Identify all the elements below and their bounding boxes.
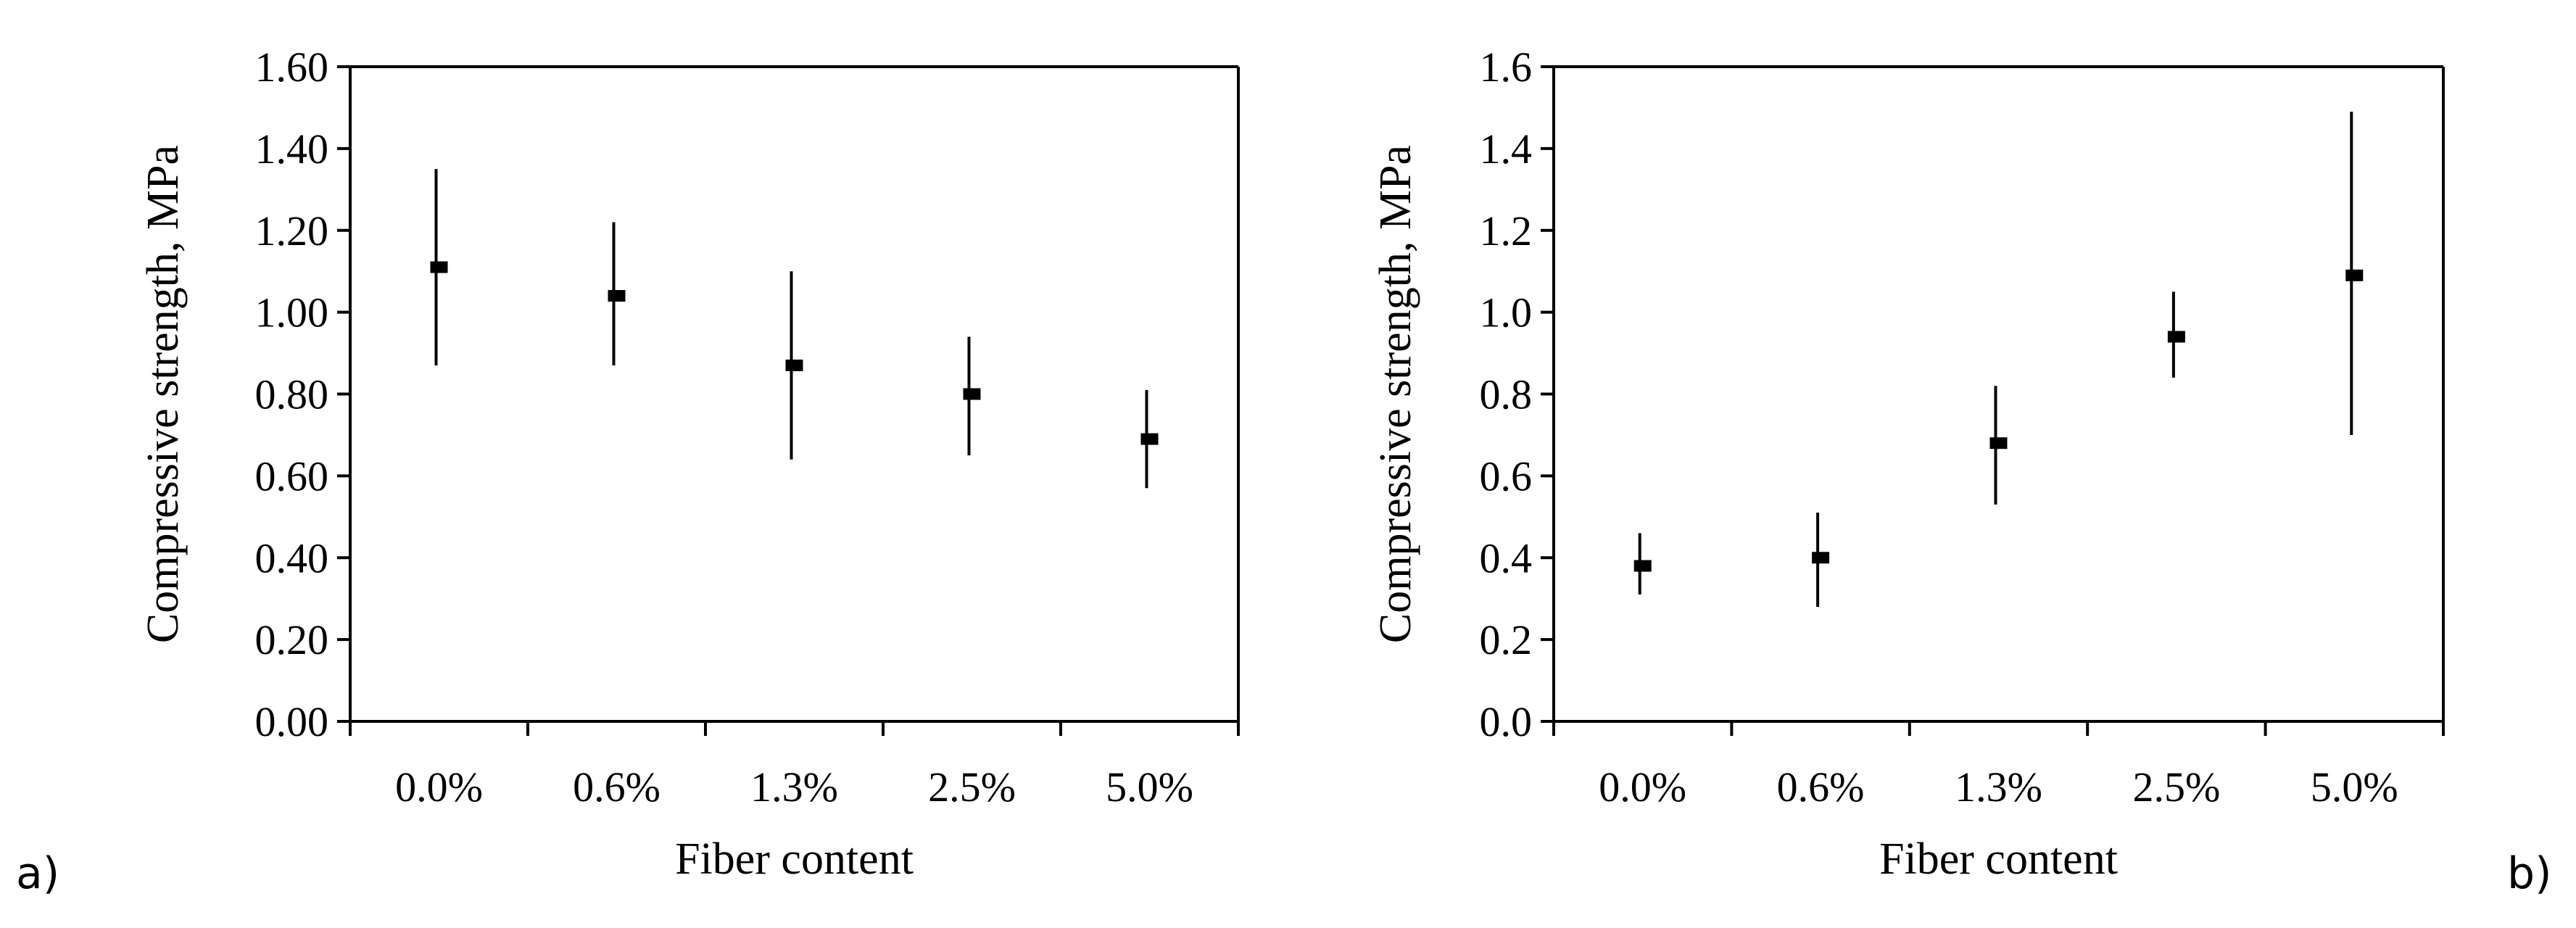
- x-axis-title: Fiber content: [675, 834, 914, 884]
- y-tick-label: 0.4: [1480, 534, 1533, 581]
- x-tick-label: 1.3%: [750, 763, 838, 811]
- x-tick-label: 0.0%: [1599, 763, 1686, 811]
- y-tick-label: 1.0: [1480, 289, 1533, 336]
- data-point: [1633, 560, 1652, 572]
- y-tick-label: 0.00: [255, 698, 329, 745]
- data-point: [2345, 269, 2364, 281]
- y-tick-label: 0.8: [1480, 371, 1533, 418]
- data-point: [963, 388, 981, 400]
- y-tick-label: 0.60: [255, 452, 329, 500]
- y-tick-label: 1.40: [255, 125, 329, 173]
- x-tick-label: 0.6%: [1777, 763, 1865, 811]
- y-tick-label: 1.6: [1480, 44, 1533, 91]
- x-tick-label: 5.0%: [1106, 763, 1193, 811]
- y-tick-label: 0.40: [255, 534, 329, 581]
- data-point: [1989, 437, 2008, 450]
- y-tick-label: 0.20: [255, 616, 329, 663]
- x-tick-label: 1.3%: [1955, 763, 2042, 811]
- y-tick-label: 1.4: [1480, 125, 1533, 173]
- y-tick-label: 1.60: [255, 44, 329, 91]
- x-axis-title: Fiber content: [1879, 834, 2118, 884]
- data-point: [785, 359, 803, 371]
- y-axis-title: Compressive strength, MPa: [138, 145, 188, 643]
- y-tick-label: 1.2: [1480, 207, 1533, 254]
- chart-b: 0.0 0.2 0.4 0.6 0.8 1.0 1.2 1.4 1.6 0.0% 0.6% 1.3% 2…: [1371, 44, 2445, 884]
- y-tick-label: 0.0: [1480, 698, 1533, 745]
- x-tick-label: 5.0%: [2311, 763, 2398, 811]
- data-point: [1140, 433, 1159, 445]
- data-point: [1812, 552, 1830, 564]
- y-tick-label: 0.80: [255, 371, 329, 418]
- x-tick-label: 2.5%: [928, 763, 1016, 811]
- chart-a: 0.00 0.20 0.40 0.60 0.80 1.00 1.20 1.40 1.60 0.0%…: [138, 44, 1240, 884]
- x-tick-label: 0.0%: [395, 763, 483, 811]
- data-point: [430, 261, 448, 273]
- y-tick-label: 1.00: [255, 289, 329, 336]
- panel-label-a: a): [16, 848, 60, 899]
- x-tick-label: 0.6%: [573, 763, 660, 811]
- y-tick-label: 0.2: [1480, 616, 1533, 663]
- x-tick-label: 2.5%: [2132, 763, 2220, 811]
- panel-label-b: b): [2507, 848, 2552, 899]
- data-point: [608, 290, 626, 302]
- y-axis-title: Compressive strength, MPa: [1371, 145, 1420, 643]
- y-tick-label: 0.6: [1480, 452, 1533, 500]
- data-point: [2167, 331, 2185, 343]
- y-tick-label: 1.20: [255, 207, 329, 254]
